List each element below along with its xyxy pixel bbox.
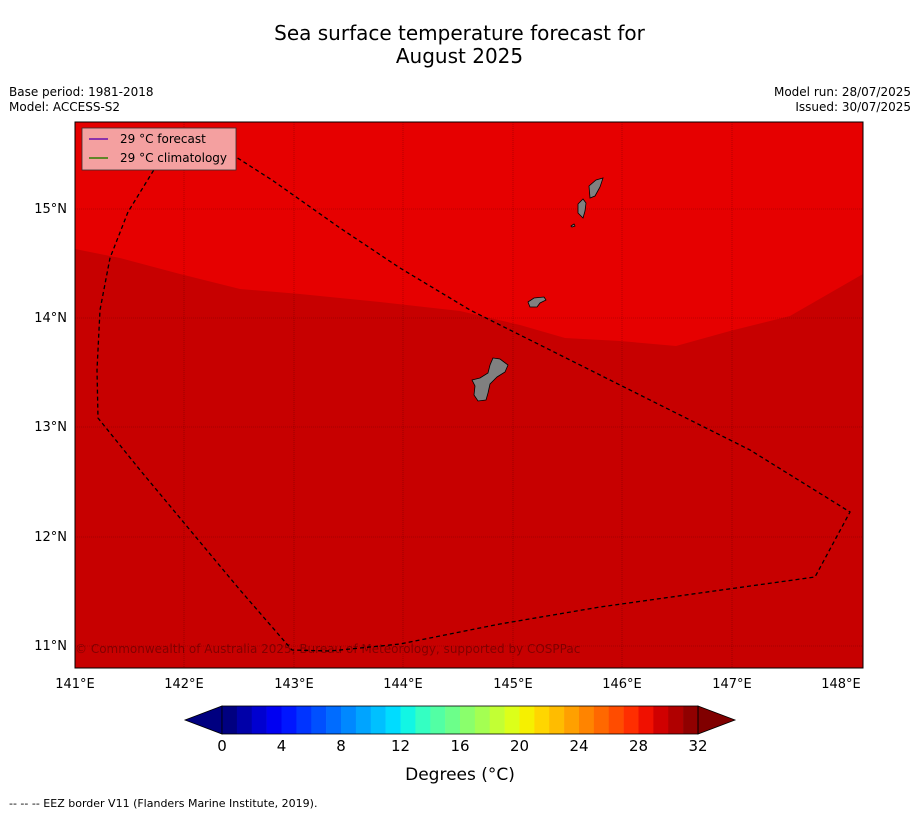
contour-legend: 29 °C forecast 29 °C climatology <box>81 127 237 171</box>
colorbar-cell <box>579 706 595 734</box>
colorbar-cell <box>668 706 684 734</box>
lat-tick-label: 15°N <box>34 202 67 217</box>
issued-text: Issued: 30/07/2025 <box>795 100 911 114</box>
colorbar-cell <box>683 706 699 734</box>
colorbar-cell <box>370 706 386 734</box>
colorbar-cell <box>400 706 416 734</box>
colorbar-cell <box>311 706 327 734</box>
colorbar-cell <box>564 706 580 734</box>
colorbar-cell <box>266 706 282 734</box>
colorbar-cell <box>355 706 372 734</box>
colorbar-over-arrow <box>697 705 737 735</box>
colorbar-cell <box>296 706 312 734</box>
lon-tick-label: 142°E <box>164 677 204 692</box>
colorbar-cell <box>281 706 297 734</box>
colorbar-cell <box>326 706 342 734</box>
model-text: Model: ACCESS-S2 <box>9 100 121 114</box>
colorbar-cell <box>623 706 639 734</box>
colorbar-cell <box>222 706 238 734</box>
saipan-island <box>588 177 604 199</box>
colorbar-cells <box>222 706 699 734</box>
lon-tick-label: 148°E <box>821 677 861 692</box>
map-frame <box>74 121 864 669</box>
lat-tick-label: 14°N <box>34 311 67 326</box>
colorbar-cell <box>430 706 446 734</box>
lon-tick-label: 141°E <box>55 677 95 692</box>
title-line-2: August 2025 <box>395 44 524 68</box>
colorbar: 0 4 8 12 16 20 24 28 32 Degrees (°C) <box>183 705 737 785</box>
legend-box <box>81 127 237 171</box>
colorbar-cell <box>653 706 669 734</box>
rota-island <box>527 296 547 308</box>
lon-tick-label: 147°E <box>712 677 752 692</box>
legend-forecast-label: 29 °C forecast <box>120 132 206 146</box>
colorbar-tick-label: 4 <box>277 737 287 755</box>
model-run-text: Model run: 28/07/2025 <box>773 85 911 99</box>
colorbar-label: Degrees (°C) <box>405 765 515 785</box>
chart-title: Sea surface temperature forecast for Aug… <box>0 22 919 68</box>
eez-border <box>96 142 851 652</box>
colorbar-cell <box>474 706 491 734</box>
colorbar-tick-label: 8 <box>336 737 346 755</box>
colorbar-tick-label: 12 <box>391 737 410 755</box>
colorbar-cell <box>385 706 401 734</box>
copyright-text: © Commonwealth of Australia 2025, Bureau… <box>75 642 580 656</box>
colorbar-cell <box>549 706 565 734</box>
colorbar-cell <box>236 706 253 734</box>
colorbar-cell <box>489 706 505 734</box>
colorbar-tick-label: 32 <box>688 737 707 755</box>
sst-south-zone <box>75 249 863 668</box>
colorbar-cell <box>519 706 535 734</box>
colorbar-cell <box>445 706 461 734</box>
colorbar-cell <box>504 706 520 734</box>
tinian-island <box>577 198 587 219</box>
colorbar-tick-label: 0 <box>217 737 227 755</box>
title-line-1: Sea surface temperature forecast for <box>274 21 645 45</box>
colorbar-cell <box>608 706 624 734</box>
aguijan-island <box>570 223 576 228</box>
colorbar-cell <box>460 706 476 734</box>
lon-tick-label: 145°E <box>493 677 533 692</box>
eez-footnote: -- -- -- EEZ border V11 (Flanders Marine… <box>9 797 318 810</box>
colorbar-tick-label: 28 <box>629 737 648 755</box>
colorbar-cell <box>593 706 610 734</box>
lat-tick-label: 13°N <box>34 420 67 435</box>
meta-left: Base period: 1981-2018 Model: ACCESS-S2 <box>9 85 154 115</box>
colorbar-cell <box>415 706 431 734</box>
colorbar-cell <box>638 706 654 734</box>
lat-axis: 15°N 14°N 13°N 12°N 11°N <box>34 202 67 654</box>
meta-right: Model run: 28/07/2025 Issued: 30/07/2025 <box>774 85 911 115</box>
colorbar-tick-label: 16 <box>450 737 469 755</box>
colorbar-tick-label: 24 <box>569 737 588 755</box>
islands <box>471 177 604 402</box>
lon-tick-label: 144°E <box>383 677 423 692</box>
colorbar-tick-label: 20 <box>510 737 529 755</box>
lat-tick-label: 11°N <box>34 639 67 654</box>
map-panel: © Commonwealth of Australia 2025, Bureau… <box>75 122 863 668</box>
lon-tick-label: 143°E <box>274 677 314 692</box>
colorbar-cell <box>251 706 267 734</box>
colorbar-frame <box>221 705 699 735</box>
graticule <box>75 122 863 668</box>
colorbar-ticks: 0 4 8 12 16 20 24 28 32 <box>217 737 707 755</box>
guam-island <box>471 357 509 402</box>
base-period-text: Base period: 1981-2018 <box>9 85 154 99</box>
lon-axis: 141°E 142°E 143°E 144°E 145°E 146°E 147°… <box>55 677 861 692</box>
lat-tick-label: 12°N <box>34 530 67 545</box>
lon-tick-label: 146°E <box>602 677 642 692</box>
colorbar-under-arrow <box>183 705 223 735</box>
colorbar-cell <box>534 706 550 734</box>
colorbar-cell <box>341 706 357 734</box>
legend-climatology-label: 29 °C climatology <box>120 151 227 165</box>
